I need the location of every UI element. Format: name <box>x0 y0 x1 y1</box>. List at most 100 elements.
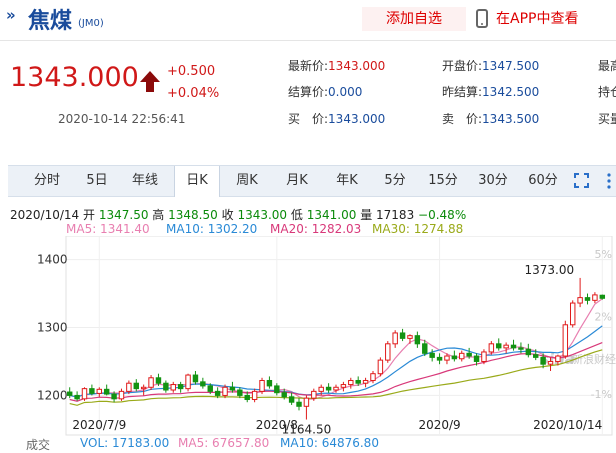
candle <box>481 349 487 365</box>
x-tick-label: 2020/10/14 <box>533 418 602 432</box>
candle <box>126 380 132 395</box>
y-tick-label: 1200 <box>37 388 68 402</box>
min-price-label: 1164.50 <box>282 423 332 436</box>
candle <box>399 328 406 342</box>
y-tick-label: 1400 <box>37 253 68 267</box>
candle <box>281 388 287 400</box>
info-bid-volume: 买量 <box>598 112 616 126</box>
candle <box>311 388 317 401</box>
tab-monthly-k[interactable]: 月K <box>286 173 308 188</box>
info-open: 开盘价:1347.500 <box>442 59 540 73</box>
candle <box>296 398 302 411</box>
candle <box>503 342 509 354</box>
up-arrow-icon <box>140 71 160 92</box>
candle <box>133 379 139 392</box>
more-vertical-icon[interactable] <box>606 172 612 190</box>
candle <box>251 388 258 403</box>
info-bid: 买 价:1343.000 <box>288 112 386 126</box>
candle <box>237 387 243 399</box>
ohlc-open: 1347.50 <box>98 208 149 222</box>
candle <box>333 384 339 393</box>
volume-value: VOL: 17183.00 <box>80 436 170 450</box>
candle <box>348 377 354 389</box>
ma30-line <box>69 349 603 406</box>
candle <box>303 395 310 420</box>
candle <box>377 357 384 377</box>
change-value: +0.500 <box>167 64 216 79</box>
x-tick-label: 2020/9 <box>418 418 460 432</box>
right-tick-label: 5% <box>595 248 612 261</box>
ma30-label: MA30: 1274.88 <box>372 222 464 236</box>
candle <box>555 354 561 366</box>
info-settle: 结算价:0.000 <box>288 85 363 99</box>
chart-grid <box>65 236 613 436</box>
ma10-label: MA10: 1302.20 <box>166 222 258 236</box>
kline-chart[interactable]: sina 新浪财经 1400130012005%2%-1%2020/7/9202… <box>0 236 616 436</box>
candle <box>355 376 361 386</box>
tab-5min[interactable]: 5分 <box>384 173 406 188</box>
candle <box>392 330 398 348</box>
change-percent: +0.04% <box>167 86 220 101</box>
candle <box>459 350 465 362</box>
ohlc-bar: 2020/10/14 开 1347.50 高 1348.50 收 1343.00… <box>10 208 467 222</box>
candle <box>185 373 191 392</box>
candle <box>444 353 450 365</box>
add-watchlist-button[interactable]: 添加自选 <box>362 7 466 31</box>
candle <box>385 341 391 363</box>
current-price: 1343.000 <box>10 62 139 93</box>
info-high: 最高 <box>598 59 616 73</box>
candle <box>66 387 73 399</box>
view-in-app-link[interactable]: 在APP中查看 <box>496 11 579 27</box>
candle <box>177 381 184 393</box>
candle <box>473 353 480 366</box>
candle <box>325 383 332 393</box>
candle <box>155 373 162 386</box>
tab-15min[interactable]: 15分 <box>428 173 458 188</box>
candle <box>407 334 413 344</box>
ohlc-low: 1341.00 <box>306 208 357 222</box>
candle <box>496 338 502 351</box>
tab-yearly-k[interactable]: 年K <box>336 173 358 188</box>
candle <box>569 300 576 328</box>
tab-weekly-k[interactable]: 周K <box>236 173 258 188</box>
candle <box>140 384 147 396</box>
double-chevron-icon: » <box>6 6 16 24</box>
price-change: +0.500 +0.04% <box>167 61 219 105</box>
candle <box>488 341 495 355</box>
candle <box>340 381 347 392</box>
tab-30min[interactable]: 30分 <box>478 173 508 188</box>
candle <box>103 384 110 396</box>
tab-60min[interactable]: 60分 <box>528 173 558 188</box>
ohlc-pct: −0.48% <box>418 208 467 222</box>
fullscreen-icon[interactable] <box>574 173 589 188</box>
period-tabs: 分时 5日 年线 日K 周K 月K 年K 5分 15分 30分 60分 <box>8 165 616 197</box>
candle <box>229 381 236 393</box>
ohlc-date: 2020/10/14 <box>10 208 80 222</box>
ohlc-high: 1348.50 <box>168 208 218 222</box>
quote-timestamp: 2020-10-14 22:56:41 <box>58 112 186 126</box>
right-tick-label: -1% <box>591 388 612 401</box>
candle <box>466 347 472 359</box>
tab-daily-k[interactable]: 日K <box>174 166 220 197</box>
candle <box>118 388 125 401</box>
candle <box>592 292 598 304</box>
symbol-code: (JM0) <box>78 18 104 29</box>
candle <box>518 342 524 354</box>
info-open-interest: 持仓 <box>598 85 616 99</box>
candle <box>533 349 539 361</box>
tab-year-line[interactable]: 年线 <box>131 173 158 188</box>
candle <box>266 376 273 389</box>
candle <box>96 387 103 397</box>
candle <box>81 387 88 401</box>
info-prev-settle: 昨结算:1342.500 <box>442 85 540 99</box>
phone-icon[interactable] <box>476 9 488 28</box>
candle <box>207 383 213 395</box>
right-tick-label: 2% <box>595 311 612 324</box>
y-tick-label: 1300 <box>37 321 68 335</box>
candle <box>318 384 324 396</box>
candle <box>370 370 376 384</box>
candle <box>584 293 591 305</box>
tab-5day[interactable]: 5日 <box>86 173 108 188</box>
candle <box>148 375 154 390</box>
tab-intraday[interactable]: 分时 <box>33 173 60 188</box>
